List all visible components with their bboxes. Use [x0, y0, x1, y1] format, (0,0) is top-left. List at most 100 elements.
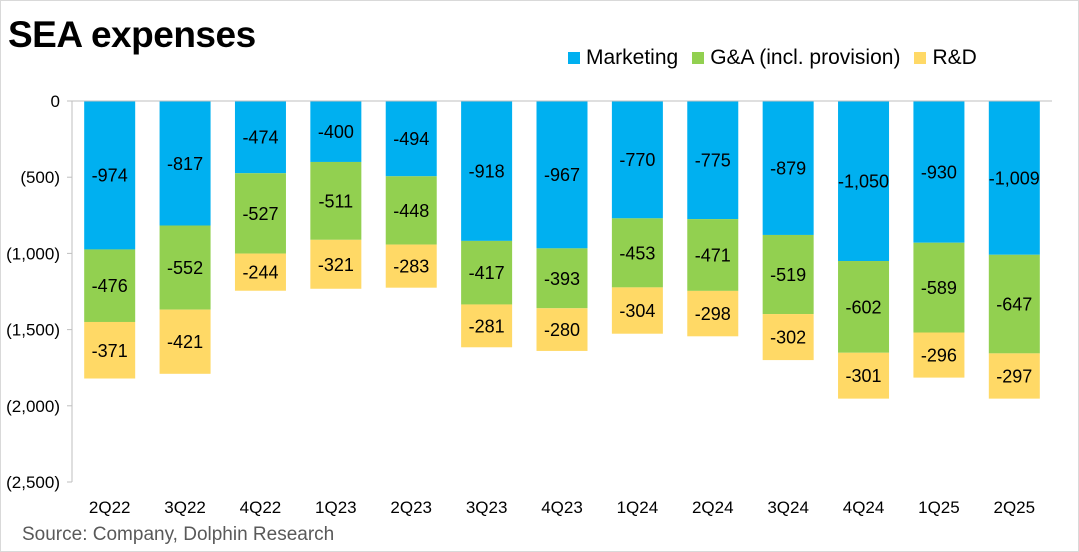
data-label: -602	[846, 297, 882, 317]
data-label: -918	[469, 161, 505, 181]
data-label: -244	[242, 263, 278, 283]
bar-segment	[234, 101, 286, 174]
data-label: -453	[619, 243, 655, 263]
bar-segment	[310, 239, 362, 289]
y-tick-label: (1,500)	[6, 321, 60, 340]
bar-segment	[536, 101, 588, 249]
data-label: -301	[846, 366, 882, 386]
data-label: -770	[619, 150, 655, 170]
x-tick-label: 2Q25	[994, 498, 1036, 517]
data-label: -280	[544, 320, 580, 340]
bar-segment	[461, 240, 513, 305]
data-label: -474	[242, 128, 278, 148]
bar-segment	[310, 161, 362, 240]
y-tick-label: (1,000)	[6, 244, 60, 263]
bar-segment	[234, 253, 286, 291]
bar-segment	[159, 225, 211, 310]
data-label: -879	[770, 158, 806, 178]
bar-segment	[913, 332, 965, 378]
data-label: -393	[544, 269, 580, 289]
bar-segment	[838, 352, 890, 399]
legend: Marketing G&A (incl. provision) R&D	[568, 44, 991, 72]
data-label: -967	[544, 165, 580, 185]
bar-segment	[611, 101, 663, 219]
bar-segment	[385, 101, 437, 177]
data-label: -296	[921, 346, 957, 366]
bar-segment	[84, 321, 136, 379]
data-label: -302	[770, 328, 806, 348]
data-label: -471	[695, 246, 731, 266]
data-label: -297	[996, 367, 1032, 387]
data-label: -589	[921, 278, 957, 298]
source-note: Source: Company, Dolphin Research	[22, 524, 335, 545]
data-label: -511	[318, 191, 353, 211]
data-label: -298	[695, 304, 731, 324]
data-label: -527	[242, 204, 278, 224]
data-label: -1,009	[989, 168, 1040, 188]
x-tick-label: 2Q24	[692, 498, 734, 517]
data-label: -304	[619, 301, 655, 321]
x-tick-label: 2Q23	[390, 498, 432, 517]
data-label: -647	[996, 295, 1032, 315]
legend-item-marketing: Marketing	[568, 46, 678, 70]
bar-segment	[310, 101, 362, 162]
x-tick-label: 3Q24	[767, 498, 809, 517]
bar-segment	[536, 308, 588, 351]
legend-label-rd: R&D	[932, 46, 977, 69]
bar-segment	[838, 261, 890, 353]
x-tick-label: 1Q23	[315, 498, 357, 517]
bar-segment	[913, 101, 965, 243]
y-tick-label: (2,500)	[6, 473, 60, 492]
legend-swatch-marketing	[568, 52, 580, 64]
bar-segment	[913, 242, 965, 333]
legend-swatch-ga	[692, 52, 705, 64]
data-label: -519	[770, 265, 806, 285]
bar-segment	[988, 353, 1040, 399]
bar-segment	[762, 234, 814, 315]
data-label: -283	[393, 257, 429, 277]
data-label: -775	[695, 151, 731, 171]
data-label: -417	[469, 263, 505, 283]
y-tick-label: 0	[51, 92, 60, 111]
x-tick-label: 1Q24	[617, 498, 659, 517]
x-tick-label: 2Q22	[89, 498, 131, 517]
bar-segment	[385, 244, 437, 288]
data-label: -321	[318, 255, 354, 275]
bar-segment	[687, 290, 739, 337]
data-label: -552	[167, 258, 203, 278]
x-tick-label: 3Q22	[164, 498, 206, 517]
bar-segment	[611, 287, 663, 334]
data-label: -421	[167, 332, 203, 352]
x-tick-label: 1Q25	[918, 498, 960, 517]
data-label: -494	[393, 129, 429, 149]
x-tick-label: 3Q23	[466, 498, 508, 517]
bar-segment	[762, 314, 814, 361]
legend-label-marketing: Marketing	[586, 46, 679, 69]
bar-segment	[838, 101, 890, 262]
data-label: -448	[393, 201, 429, 221]
chart-title: SEA expenses	[8, 14, 256, 55]
bar-segment	[84, 101, 136, 250]
data-label: -817	[167, 154, 203, 174]
bar-segment	[536, 248, 588, 309]
y-tick-label: (2,000)	[6, 397, 60, 416]
data-label: -930	[921, 162, 957, 182]
data-label: -1,050	[838, 172, 889, 192]
bar-segment	[234, 173, 286, 254]
bar-segment	[762, 101, 814, 235]
data-label: -281	[469, 316, 505, 336]
x-tick-label: 4Q22	[240, 498, 282, 517]
data-label: -371	[92, 341, 128, 361]
x-tick-label: 4Q24	[843, 498, 885, 517]
x-tick-label: 4Q23	[541, 498, 583, 517]
bar-segment	[687, 101, 739, 220]
legend-item-ga: G&A (incl. provision)	[692, 46, 900, 70]
bar-segment	[159, 101, 211, 226]
bar-segment	[461, 101, 513, 241]
bar-segment	[988, 254, 1040, 354]
legend-item-rd: R&D	[914, 46, 977, 70]
legend-label-ga: G&A (incl. provision)	[710, 46, 901, 69]
bar-segment	[988, 101, 1040, 255]
data-label: -974	[92, 166, 128, 186]
